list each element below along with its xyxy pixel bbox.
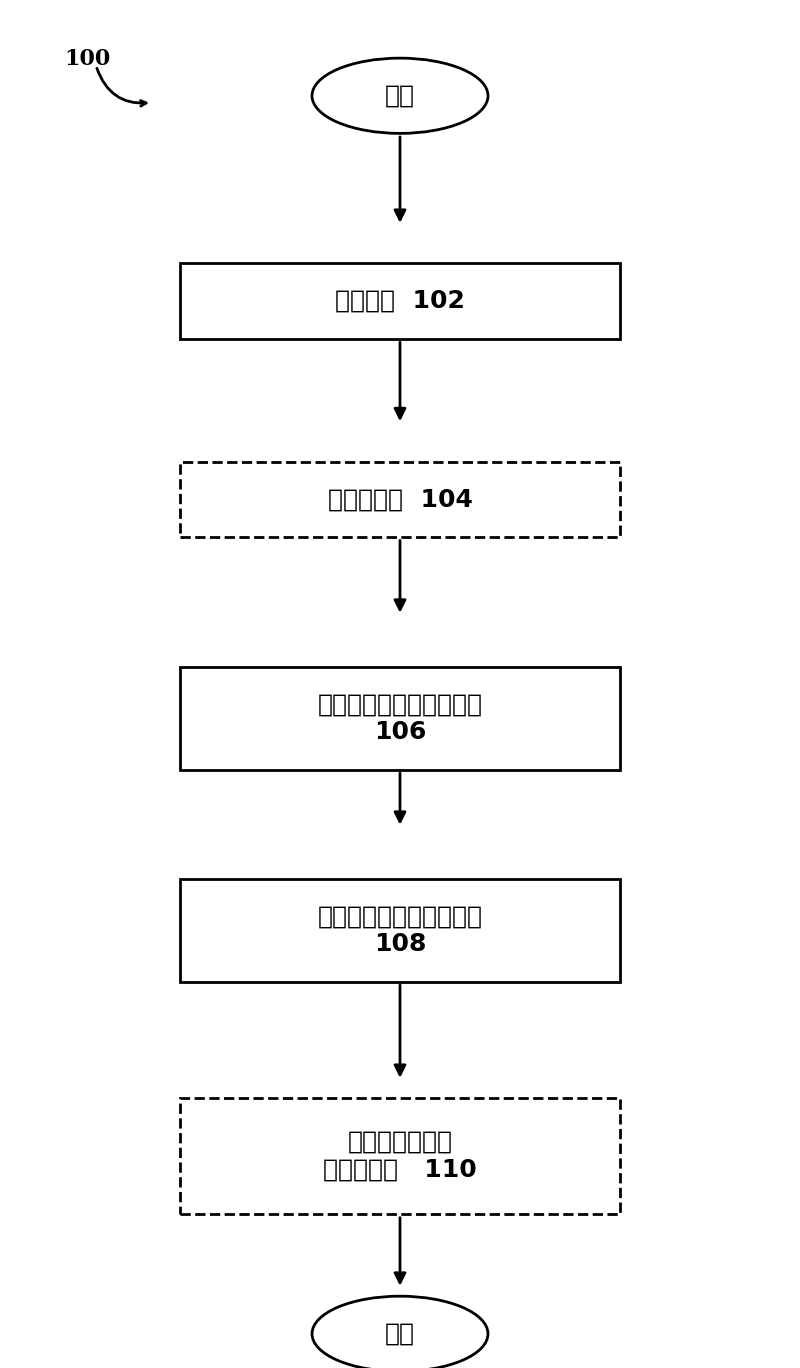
Ellipse shape bbox=[312, 59, 488, 133]
Text: 去除模板以留下互连结构
108: 去除模板以留下互连结构 108 bbox=[318, 904, 482, 956]
Text: 预处理模板  104: 预处理模板 104 bbox=[327, 487, 473, 512]
FancyBboxPatch shape bbox=[180, 668, 620, 769]
Text: 在互连结构上方
形成第二层   110: 在互连结构上方 形成第二层 110 bbox=[323, 1130, 477, 1182]
Text: 接收模板  102: 接收模板 102 bbox=[335, 289, 465, 313]
FancyBboxPatch shape bbox=[180, 263, 620, 338]
Text: 100: 100 bbox=[64, 48, 110, 70]
Text: 开始: 开始 bbox=[385, 83, 415, 108]
Ellipse shape bbox=[312, 1297, 488, 1368]
Text: 完成: 完成 bbox=[385, 1321, 415, 1346]
FancyBboxPatch shape bbox=[180, 878, 620, 982]
Text: 围绕模板形成活性材料层
106: 围绕模板形成活性材料层 106 bbox=[318, 692, 482, 744]
FancyBboxPatch shape bbox=[180, 462, 620, 536]
FancyBboxPatch shape bbox=[180, 1097, 620, 1215]
